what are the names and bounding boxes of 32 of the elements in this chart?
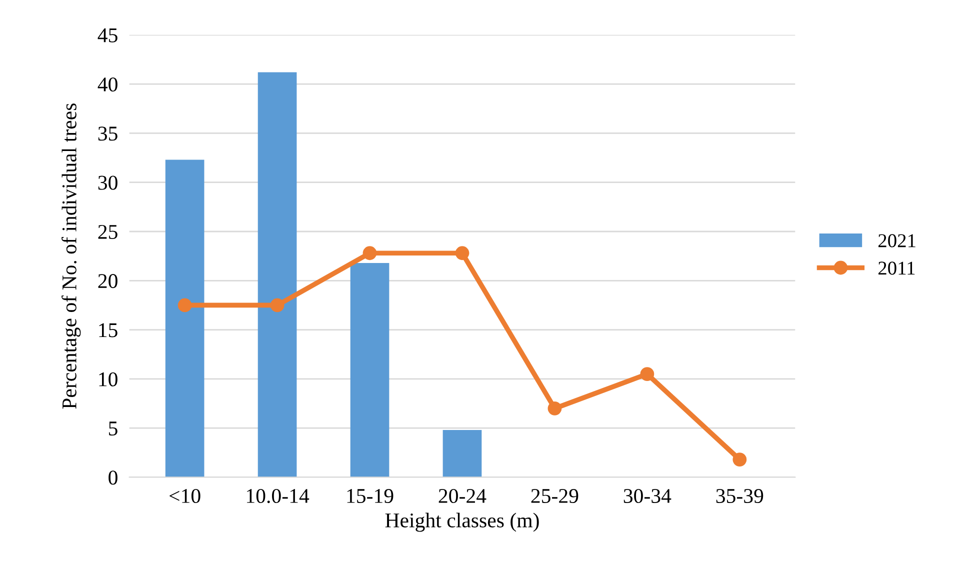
x-tick-label: 35-39 xyxy=(716,489,764,504)
x-axis-title: Height classes (m) xyxy=(385,512,539,532)
bar xyxy=(442,430,482,478)
y-tick-label: 20 xyxy=(98,274,118,288)
legend-label: 2021 xyxy=(878,234,916,248)
y-tick-label: 30 xyxy=(98,176,118,190)
y-tick-label: 15 xyxy=(99,323,118,338)
y-axis-title: Percentage of No. of individual trees xyxy=(62,104,81,409)
legend-label: 2011 xyxy=(878,262,915,275)
point xyxy=(640,367,654,381)
y-tick-label: 25 xyxy=(98,224,118,239)
y-tick-label: 0 xyxy=(108,470,118,485)
point xyxy=(270,298,284,312)
x-tick-label: 25-29 xyxy=(531,489,578,504)
point xyxy=(548,401,562,416)
x-tick-label: <10 xyxy=(170,488,200,504)
x-tick-label: 30-34 xyxy=(624,488,672,504)
y-tick-label: 35 xyxy=(98,126,118,141)
bar xyxy=(258,72,297,478)
x-tick-label: 10.0-14 xyxy=(247,488,310,504)
y-tick-label: 5 xyxy=(109,422,118,436)
y-tick-label: 10 xyxy=(99,372,118,386)
point xyxy=(732,452,747,466)
x-tick-label: 20-24 xyxy=(438,488,486,504)
point xyxy=(455,246,470,260)
bar xyxy=(165,160,204,478)
y-tick-label: 45 xyxy=(98,28,118,42)
point xyxy=(362,246,377,260)
y-tick-label: 40 xyxy=(98,77,118,92)
bar xyxy=(350,262,390,478)
point xyxy=(178,298,192,312)
x-tick-label: 15-19 xyxy=(347,489,394,504)
